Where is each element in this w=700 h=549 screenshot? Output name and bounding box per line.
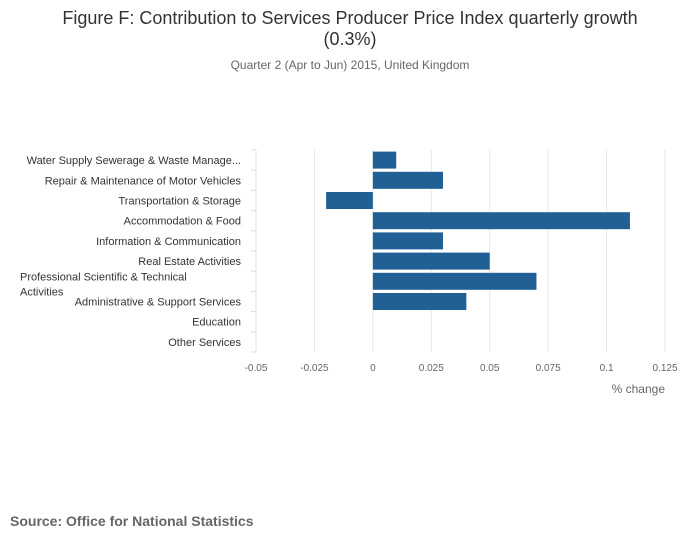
x-tick-label: 0 xyxy=(370,363,376,374)
x-tick-label: 0.1 xyxy=(600,363,614,374)
x-tick-label: 0.125 xyxy=(652,363,677,374)
x-tick-labels: -0.05 -0.025 0 0.025 0.05 0.075 0.1 0.125 xyxy=(245,363,678,374)
category-label: Transportation & Storage xyxy=(119,196,242,208)
x-tick-label: 0.05 xyxy=(480,363,500,374)
category-label: Accommodation & Food xyxy=(124,216,241,228)
bar xyxy=(372,212,630,230)
bar xyxy=(326,192,373,209)
category-label: Other Services xyxy=(168,337,241,349)
bar xyxy=(372,232,443,250)
bar xyxy=(372,272,537,290)
category-label: Administrative & Support Services xyxy=(75,297,242,309)
source-note: Source: Office for National Statistics xyxy=(10,513,254,529)
gridlines xyxy=(251,149,666,353)
category-label: Information & Communication xyxy=(96,236,241,248)
chart-subtitle: Quarter 2 (Apr to Jun) 2015, United King… xyxy=(231,58,470,72)
bar xyxy=(372,252,490,270)
chart-title-line-1: Figure F: Contribution to Services Produ… xyxy=(62,8,637,28)
bar xyxy=(372,293,467,310)
category-label: Professional Scientific & Technical Activ… xyxy=(20,271,187,298)
chart-title-line-2: (0.3%) xyxy=(323,29,376,49)
x-tick-label: 0.075 xyxy=(536,363,561,374)
x-tick-label: -0.025 xyxy=(300,363,329,374)
category-label: Education xyxy=(192,317,241,329)
category-label: Water Supply Sewerage & Waste Manage... xyxy=(27,155,241,167)
category-label: Repair & Maintenance of Motor Vehicles xyxy=(45,175,242,187)
x-tick-label: 0.025 xyxy=(419,363,444,374)
category-labels: Water Supply Sewerage & Waste Manage... R… xyxy=(20,155,241,349)
bars xyxy=(326,151,630,310)
x-axis-title: % change xyxy=(612,382,666,396)
x-tick-label: -0.05 xyxy=(245,363,268,374)
bar xyxy=(372,171,443,189)
bar xyxy=(372,151,397,169)
category-label: Real Estate Activities xyxy=(138,256,241,268)
